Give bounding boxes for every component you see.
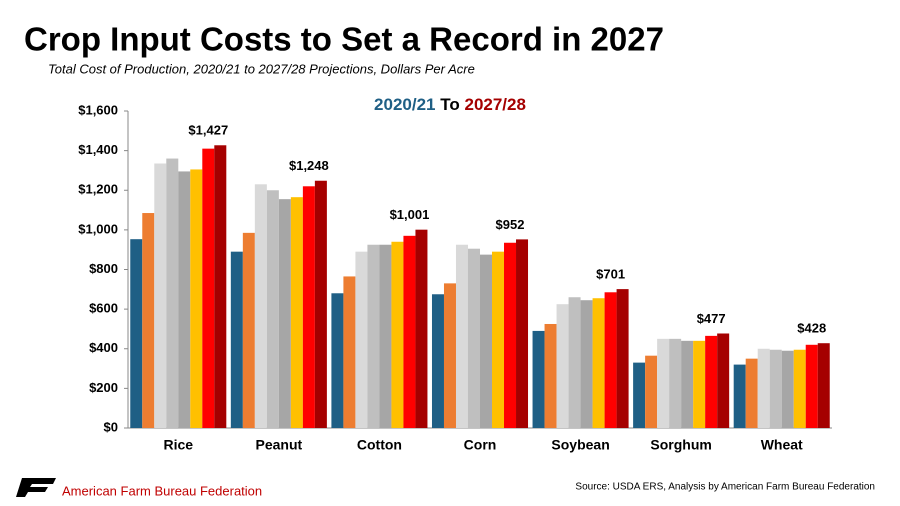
bar xyxy=(757,348,770,428)
bar xyxy=(568,297,581,428)
legend-joiner: To xyxy=(440,95,460,114)
y-tick-label: $200 xyxy=(89,380,118,395)
bar xyxy=(415,229,428,428)
bar xyxy=(817,343,830,428)
value-label: $477 xyxy=(697,311,726,326)
y-tick-label: $400 xyxy=(89,340,118,355)
y-tick-label: $1,400 xyxy=(78,142,118,157)
legend-end: 2027/28 xyxy=(464,95,525,114)
y-tick-label: $1,600 xyxy=(78,102,118,117)
bar xyxy=(745,358,758,428)
bar xyxy=(717,333,730,428)
legend-title: 2020/21 To 2027/28 xyxy=(374,95,526,114)
bar xyxy=(592,298,605,428)
source: Source: USDA ERS, Analysis by American F… xyxy=(575,482,875,493)
bar xyxy=(242,232,255,428)
bar xyxy=(657,338,670,428)
value-label: $1,001 xyxy=(390,207,430,222)
bar xyxy=(391,241,404,428)
bar xyxy=(544,323,557,428)
bar xyxy=(467,248,480,428)
bar xyxy=(166,158,179,429)
bar xyxy=(178,171,191,428)
legend-start: 2020/21 xyxy=(374,95,435,114)
bar xyxy=(532,330,545,428)
y-tick-label: $800 xyxy=(89,261,118,276)
bar xyxy=(266,190,279,428)
x-tick-label: Corn xyxy=(464,437,497,453)
bar xyxy=(693,340,706,428)
bar xyxy=(230,251,243,428)
bar xyxy=(331,293,344,428)
value-label: $1,427 xyxy=(188,123,228,138)
y-tick-label: $1,200 xyxy=(78,182,118,197)
bar xyxy=(431,294,444,428)
value-label: $428 xyxy=(797,321,826,336)
value-label: $701 xyxy=(596,267,625,282)
bar xyxy=(202,148,215,429)
bar xyxy=(130,239,143,428)
bar xyxy=(669,338,682,428)
x-tick-label: Rice xyxy=(163,437,193,453)
y-tick-label: $0 xyxy=(104,419,118,434)
bar xyxy=(190,169,203,428)
bar xyxy=(314,180,327,428)
bar xyxy=(805,344,818,428)
bar xyxy=(214,145,227,428)
bar xyxy=(142,213,155,428)
bar xyxy=(302,186,315,428)
bar xyxy=(781,350,794,428)
bar xyxy=(705,335,718,428)
bar xyxy=(504,242,517,428)
bar xyxy=(154,163,167,429)
bar xyxy=(645,355,658,428)
organization: American Farm Bureau Federation xyxy=(62,483,262,498)
bar xyxy=(443,283,456,428)
bar xyxy=(290,197,303,428)
chart-title: Crop Input Costs to Set a Record in 2027 xyxy=(24,21,664,58)
bar xyxy=(455,244,468,428)
bar xyxy=(733,364,746,428)
bar xyxy=(355,251,368,428)
bar xyxy=(616,289,629,428)
value-label: $1,248 xyxy=(289,158,329,173)
bar xyxy=(403,235,416,428)
bar xyxy=(580,300,593,428)
bar xyxy=(343,276,356,428)
bar xyxy=(480,254,493,428)
y-tick-label: $600 xyxy=(89,301,118,316)
x-tick-label: Wheat xyxy=(761,437,803,453)
value-label: $952 xyxy=(496,217,525,232)
x-tick-label: Sorghum xyxy=(650,437,711,453)
bar xyxy=(769,349,782,428)
bar xyxy=(516,239,529,428)
x-tick-label: Soybean xyxy=(551,437,609,453)
bar xyxy=(254,184,267,428)
y-tick-label: $1,000 xyxy=(78,221,118,236)
bar xyxy=(681,340,694,428)
bar xyxy=(379,244,392,428)
bar xyxy=(793,349,806,428)
chart-subtitle: Total Cost of Production, 2020/21 to 202… xyxy=(48,61,475,76)
x-tick-label: Peanut xyxy=(256,437,303,453)
bar xyxy=(604,292,617,428)
bar xyxy=(633,362,646,428)
bar xyxy=(367,244,380,428)
bar xyxy=(556,304,569,428)
bar xyxy=(492,251,505,428)
bar xyxy=(278,199,291,428)
x-tick-label: Cotton xyxy=(357,437,402,453)
logo xyxy=(16,478,56,497)
